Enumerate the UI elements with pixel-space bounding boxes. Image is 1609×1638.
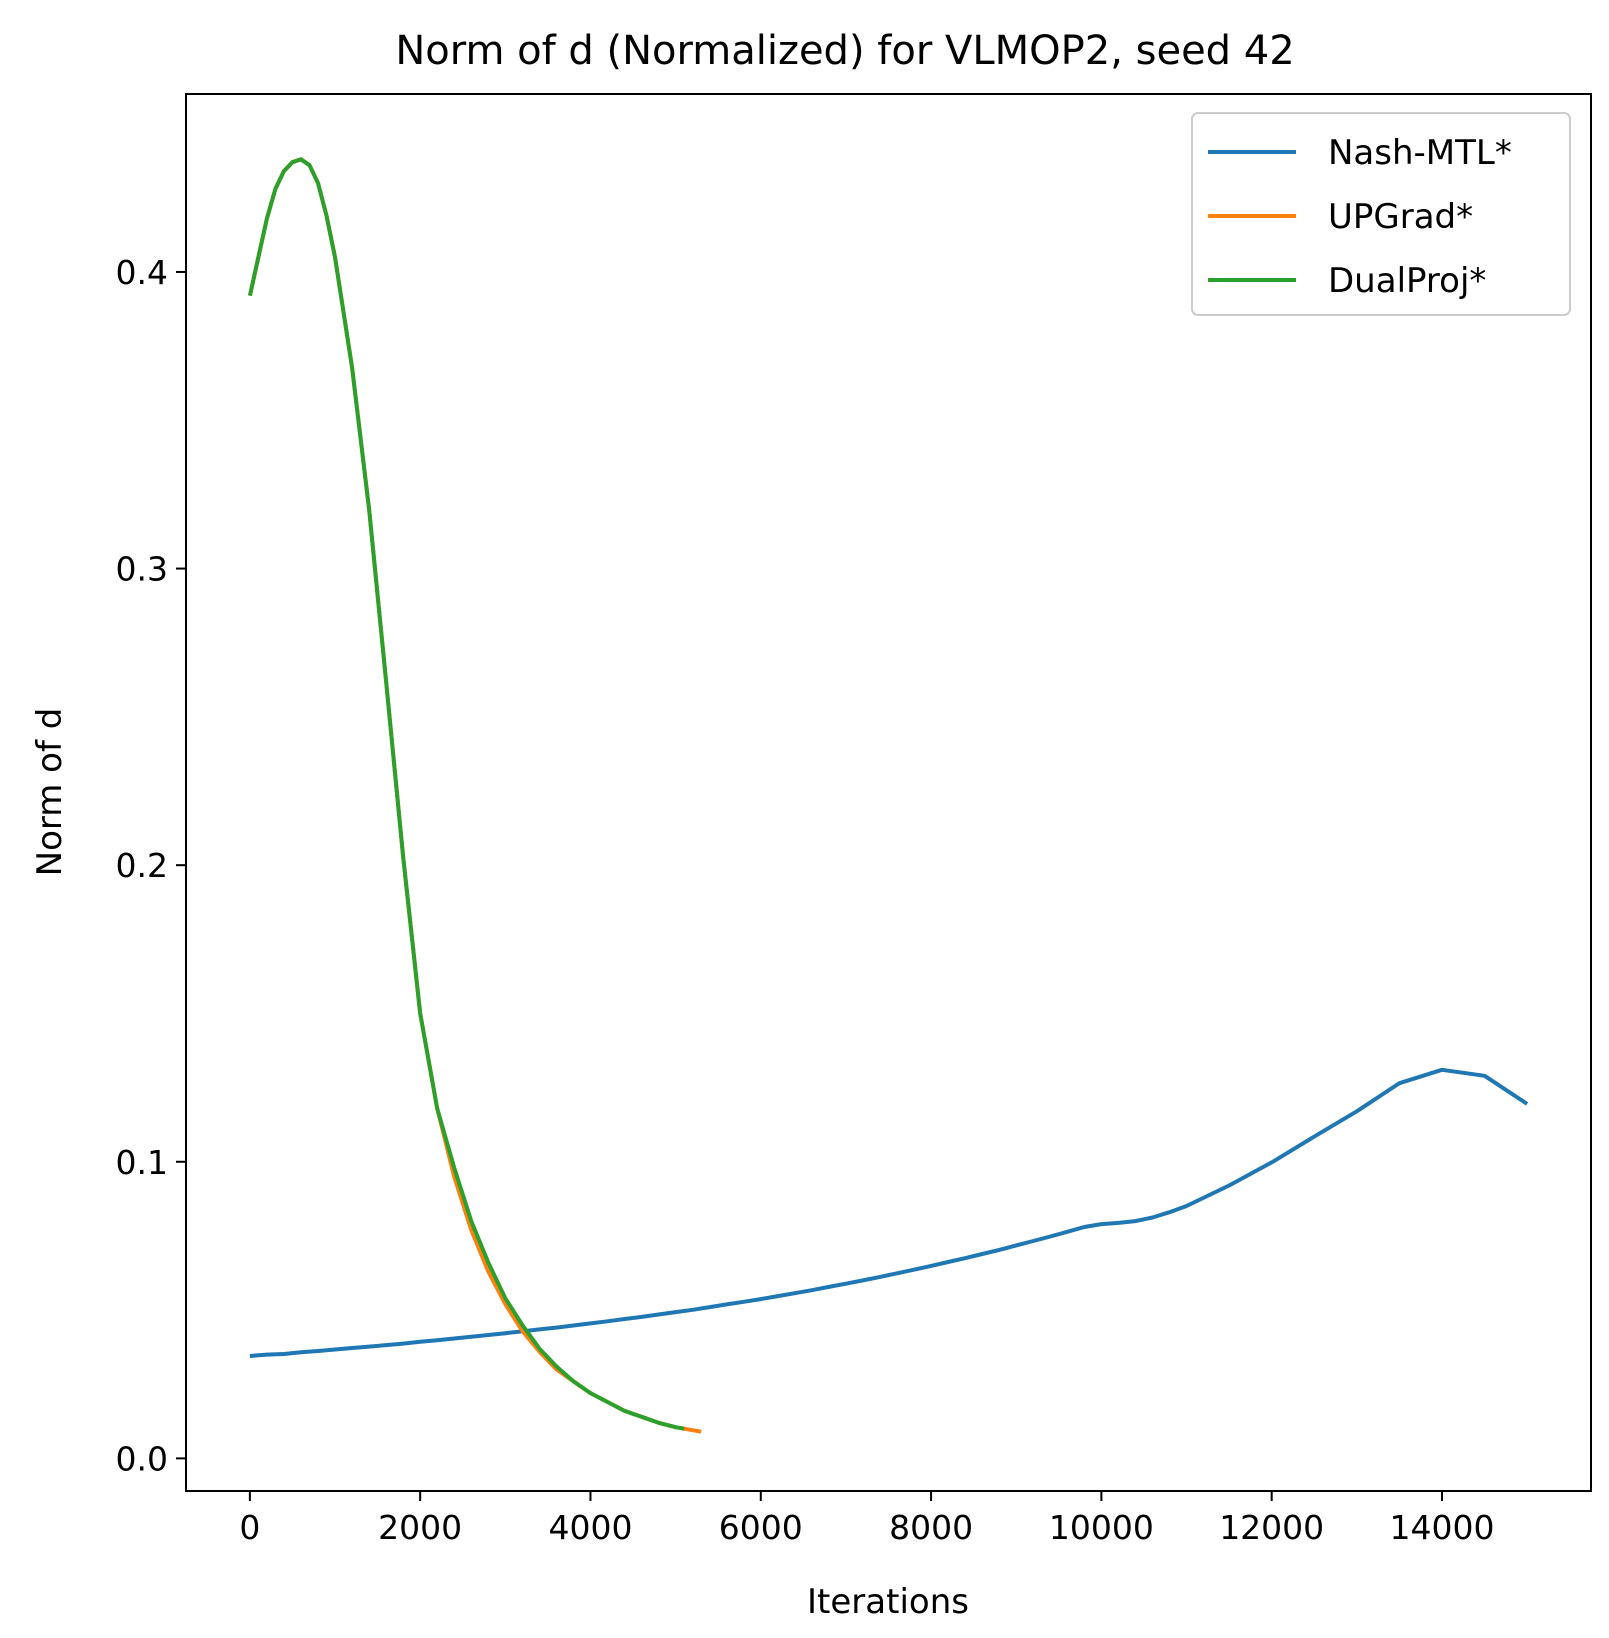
x-tick-label: 0 — [239, 1508, 260, 1547]
y-axis-ticks: 0.0 0.1 0.2 0.3 0.4 — [116, 253, 186, 1478]
plot-area — [186, 94, 1591, 1491]
x-tick-label: 10000 — [1049, 1508, 1154, 1547]
legend: Nash-MTL* UPGrad* DualProj* — [1191, 112, 1571, 316]
x-tick-label: 4000 — [548, 1508, 632, 1547]
x-tick-label: 6000 — [719, 1508, 803, 1547]
legend-label: UPGrad* — [1328, 197, 1473, 237]
legend-label: DualProj* — [1328, 261, 1486, 301]
y-tick-label: 0.3 — [116, 550, 168, 589]
legend-frame — [1191, 112, 1571, 316]
y-tick-label: 0.2 — [116, 846, 168, 885]
x-tick-label: 8000 — [889, 1508, 973, 1547]
x-tick-label: 2000 — [378, 1508, 462, 1547]
legend-label: Nash-MTL* — [1328, 133, 1512, 173]
y-tick-label: 0.0 — [116, 1439, 168, 1478]
chart-title: Norm of d (Normalized) for VLMOP2, seed … — [395, 28, 1294, 74]
x-tick-label: 14000 — [1389, 1508, 1494, 1547]
y-axis-title: Norm of d — [30, 708, 70, 877]
x-axis-ticks: 0 2000 4000 6000 8000 10000 12000 14000 — [239, 1491, 1494, 1547]
y-tick-label: 0.4 — [116, 253, 168, 292]
x-axis-title: Iterations — [807, 1582, 969, 1622]
x-tick-label: 12000 — [1219, 1508, 1324, 1547]
series-layer — [247, 157, 1529, 1434]
plot-frame — [185, 93, 1592, 1492]
series-line-nash-mtl — [249, 1067, 1529, 1358]
series-line-dualproj — [247, 157, 685, 1431]
y-tick-label: 0.1 — [116, 1143, 168, 1182]
